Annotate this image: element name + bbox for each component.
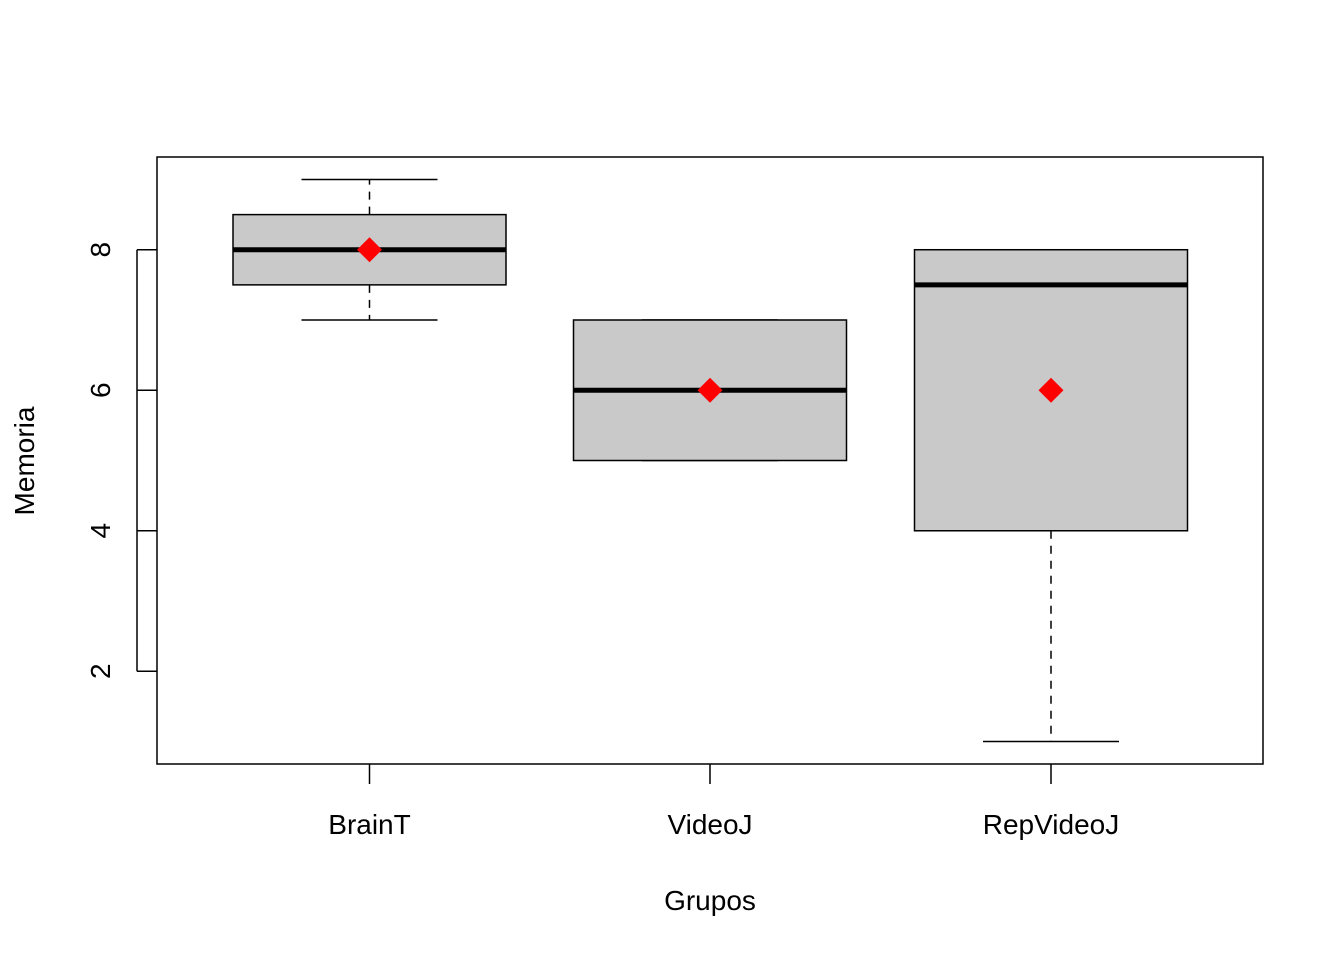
mean-marker-repvideoj	[1038, 377, 1064, 403]
box-group-braint	[232, 178, 507, 321]
y-axis: 2 4 6 8	[85, 242, 157, 679]
plot-marks	[232, 178, 1189, 743]
y-tick-label-8: 8	[85, 242, 116, 258]
y-tick-label-2: 2	[85, 663, 116, 679]
y-tick-label-6: 6	[85, 382, 116, 398]
x-tick-label-braint: BrainT	[328, 809, 410, 840]
mean-marker-braint	[357, 237, 382, 263]
box-group-repvideoj	[913, 248, 1189, 743]
mean-marker-videoj	[697, 377, 723, 403]
x-tick-label-repvideoj: RepVideoJ	[983, 809, 1119, 840]
x-axis-label: Grupos	[664, 885, 756, 916]
y-tick-label-4: 4	[85, 523, 116, 539]
x-tick-label-videoj: VideoJ	[667, 809, 752, 840]
box-group-videoj	[572, 319, 848, 462]
y-axis-label: Memoria	[9, 406, 40, 515]
x-axis: BrainT VideoJ RepVideoJ	[328, 764, 1119, 840]
